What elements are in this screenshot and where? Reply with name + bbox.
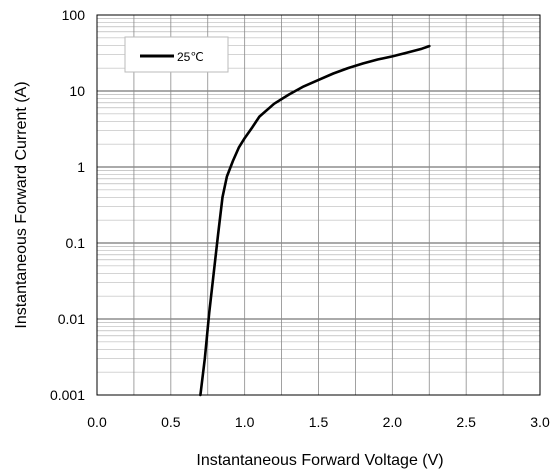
y-tick-label: 0.1: [66, 235, 86, 251]
legend-label-25c: 25℃: [177, 50, 204, 64]
x-tick-label: 0.5: [161, 414, 181, 430]
x-tick-label: 1.0: [235, 414, 255, 430]
y-tick-label: 0.01: [58, 311, 85, 327]
x-axis-label: Instantaneous Forward Voltage (V): [196, 452, 443, 469]
series-line-0: [199, 44, 431, 397]
y-tick-label: 100: [62, 7, 86, 23]
x-tick-label: 0.0: [87, 414, 107, 430]
legend: 25℃: [124, 36, 229, 73]
y-tick-label: 10: [69, 83, 85, 99]
y-axis-label: Instantaneous Forward Current (A): [13, 81, 30, 328]
x-tick-label: 1.5: [309, 414, 329, 430]
y-tick-label: 0.001: [50, 387, 85, 403]
x-tick-label: 3.0: [530, 414, 550, 430]
x-tick-label: 2.5: [456, 414, 476, 430]
x-tick-label: 2.0: [383, 414, 403, 430]
series-group: [199, 44, 431, 397]
tick-labels: 0.0 0.5 1.0 1.5 2.0 2.5 3.0 0.001 0.01 0.1 1 10 100: [50, 7, 550, 430]
grid: [96, 14, 541, 396]
plot-frame: [96, 14, 541, 396]
y-tick-label: 1: [77, 159, 85, 175]
